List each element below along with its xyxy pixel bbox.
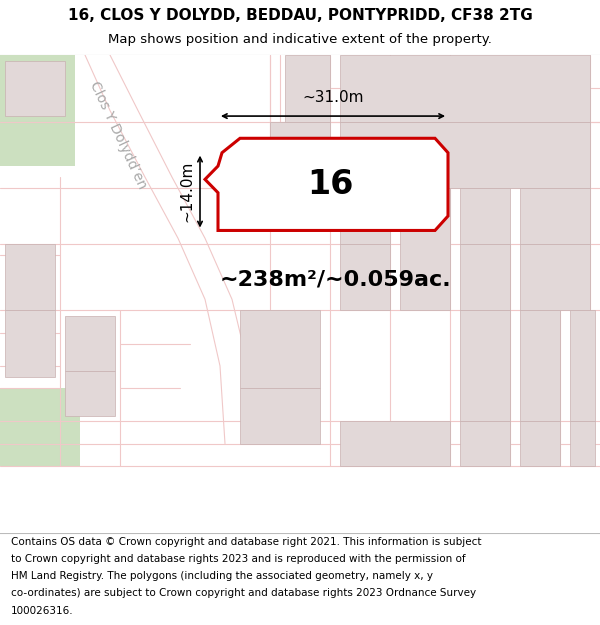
Polygon shape xyxy=(520,244,590,311)
Text: to Crown copyright and database rights 2023 and is reproduced with the permissio: to Crown copyright and database rights 2… xyxy=(11,554,466,564)
Polygon shape xyxy=(0,388,80,466)
Polygon shape xyxy=(65,371,115,416)
Text: 100026316.: 100026316. xyxy=(11,606,73,616)
Polygon shape xyxy=(340,421,450,466)
Polygon shape xyxy=(205,138,448,231)
Polygon shape xyxy=(5,311,55,377)
Polygon shape xyxy=(460,244,510,311)
Polygon shape xyxy=(340,244,390,311)
Polygon shape xyxy=(5,244,55,311)
Text: HM Land Registry. The polygons (including the associated geometry, namely x, y: HM Land Registry. The polygons (includin… xyxy=(11,571,433,581)
Text: ~14.0m: ~14.0m xyxy=(179,161,194,222)
Polygon shape xyxy=(340,55,590,122)
Text: Map shows position and indicative extent of the property.: Map shows position and indicative extent… xyxy=(108,33,492,46)
Polygon shape xyxy=(340,188,390,244)
Polygon shape xyxy=(520,311,560,421)
Polygon shape xyxy=(570,311,595,421)
Polygon shape xyxy=(520,188,590,244)
Polygon shape xyxy=(340,122,590,188)
Polygon shape xyxy=(400,188,450,311)
Polygon shape xyxy=(285,55,330,122)
Text: ~31.0m: ~31.0m xyxy=(302,90,364,105)
Text: co-ordinates) are subject to Crown copyright and database rights 2023 Ordnance S: co-ordinates) are subject to Crown copyr… xyxy=(11,589,476,599)
Text: 16, CLOS Y DOLYDD, BEDDAU, PONTYPRIDD, CF38 2TG: 16, CLOS Y DOLYDD, BEDDAU, PONTYPRIDD, C… xyxy=(68,8,532,23)
Polygon shape xyxy=(460,311,510,421)
Polygon shape xyxy=(240,388,320,444)
Polygon shape xyxy=(5,61,65,116)
Polygon shape xyxy=(460,421,510,466)
Polygon shape xyxy=(65,316,115,371)
Polygon shape xyxy=(240,311,320,388)
Polygon shape xyxy=(570,421,595,466)
Text: ~238m²/~0.059ac.: ~238m²/~0.059ac. xyxy=(219,269,451,289)
Text: Clos Y Dolydd’en: Clos Y Dolydd’en xyxy=(87,79,149,191)
Polygon shape xyxy=(520,421,560,466)
Polygon shape xyxy=(0,55,75,166)
Text: 16: 16 xyxy=(307,168,353,201)
Text: Contains OS data © Crown copyright and database right 2021. This information is : Contains OS data © Crown copyright and d… xyxy=(11,537,481,547)
Polygon shape xyxy=(270,122,330,188)
Polygon shape xyxy=(460,188,510,244)
